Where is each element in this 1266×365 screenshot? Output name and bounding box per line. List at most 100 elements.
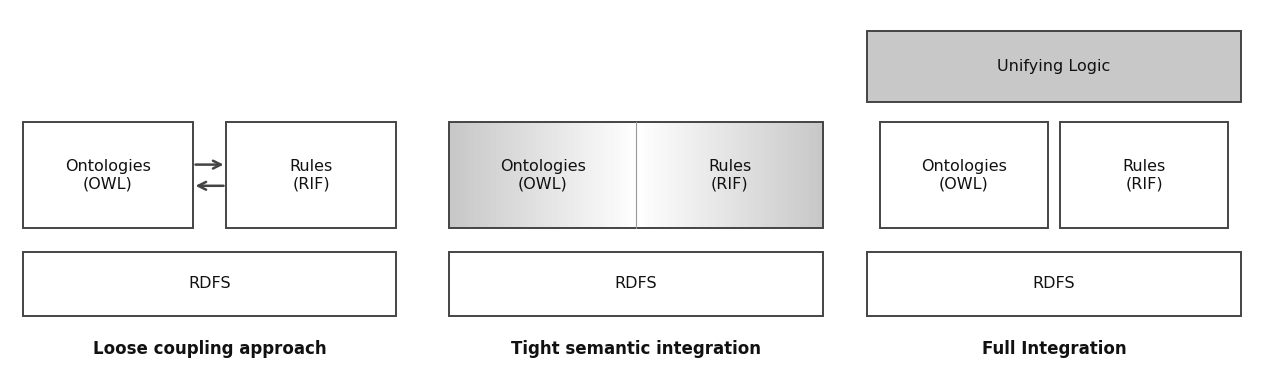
Bar	[618, 122, 620, 228]
Bar	[227, 122, 396, 228]
Bar	[513, 122, 515, 228]
Bar	[461, 122, 465, 228]
Bar	[449, 252, 823, 316]
Text: Full Integration: Full Integration	[981, 340, 1127, 358]
Bar	[710, 122, 714, 228]
Text: Unifying Logic: Unifying Logic	[998, 59, 1110, 74]
Bar	[720, 122, 723, 228]
Bar	[601, 122, 604, 228]
Bar	[723, 122, 725, 228]
Bar	[23, 122, 192, 228]
Bar	[475, 122, 479, 228]
Bar	[627, 122, 629, 228]
Bar	[690, 122, 693, 228]
Bar	[549, 122, 553, 228]
Bar	[648, 122, 651, 228]
Bar	[779, 122, 781, 228]
Bar	[587, 122, 590, 228]
Text: Tight semantic integration: Tight semantic integration	[511, 340, 761, 358]
Bar	[522, 122, 525, 228]
Text: Ontologies
(OWL): Ontologies (OWL)	[65, 159, 151, 191]
Text: Loose coupling approach: Loose coupling approach	[92, 340, 327, 358]
Bar	[489, 122, 492, 228]
Bar	[510, 122, 513, 228]
Bar	[704, 122, 706, 228]
Bar	[457, 122, 460, 228]
Bar	[449, 122, 452, 228]
Bar	[801, 122, 805, 228]
Bar	[812, 122, 814, 228]
Bar	[790, 122, 794, 228]
Bar	[536, 122, 539, 228]
Bar	[458, 122, 462, 228]
Bar	[662, 122, 665, 228]
Bar	[784, 122, 786, 228]
Bar	[715, 122, 719, 228]
Bar	[533, 122, 537, 228]
Bar	[641, 122, 644, 228]
Bar	[477, 122, 480, 228]
Bar	[674, 122, 676, 228]
Bar	[743, 122, 747, 228]
Bar	[452, 122, 454, 228]
Bar	[682, 122, 686, 228]
Bar	[765, 122, 767, 228]
Bar	[560, 122, 562, 228]
Bar	[482, 122, 485, 228]
Bar	[739, 122, 742, 228]
Bar	[746, 122, 748, 228]
Bar	[508, 122, 510, 228]
Bar	[638, 122, 642, 228]
Bar	[608, 122, 611, 228]
Bar	[751, 122, 753, 228]
Bar	[546, 122, 548, 228]
Bar	[753, 122, 756, 228]
Bar	[576, 122, 579, 228]
Bar	[468, 122, 471, 228]
Bar	[590, 122, 592, 228]
Bar	[770, 122, 772, 228]
Bar	[557, 122, 560, 228]
Bar	[636, 122, 639, 228]
Bar	[867, 31, 1241, 102]
Bar	[494, 122, 496, 228]
Bar	[776, 122, 779, 228]
Bar	[820, 122, 823, 228]
Bar	[466, 122, 468, 228]
Bar	[634, 122, 637, 228]
Text: Ontologies
(OWL): Ontologies (OWL)	[920, 159, 1006, 191]
Bar	[582, 122, 585, 228]
Bar	[806, 122, 809, 228]
Text: RDFS: RDFS	[1033, 276, 1075, 291]
Bar	[622, 122, 625, 228]
Bar	[795, 122, 798, 228]
Bar	[568, 122, 571, 228]
Bar	[880, 122, 1048, 228]
Bar	[655, 122, 658, 228]
Bar	[748, 122, 751, 228]
Bar	[23, 252, 396, 316]
Bar	[676, 122, 679, 228]
Bar	[660, 122, 662, 228]
Bar	[867, 252, 1241, 316]
Bar	[727, 122, 730, 228]
Bar	[668, 122, 672, 228]
Bar	[515, 122, 518, 228]
Bar	[496, 122, 499, 228]
Bar	[596, 122, 599, 228]
Text: RDFS: RDFS	[615, 276, 657, 291]
Bar	[809, 122, 812, 228]
Bar	[657, 122, 660, 228]
Bar	[798, 122, 800, 228]
Bar	[693, 122, 695, 228]
Bar	[741, 122, 744, 228]
Bar	[757, 122, 761, 228]
Bar	[486, 122, 490, 228]
Bar	[585, 122, 587, 228]
Bar	[818, 122, 822, 228]
Bar	[815, 122, 819, 228]
Bar	[491, 122, 495, 228]
Bar	[785, 122, 789, 228]
Bar	[760, 122, 763, 228]
Bar	[620, 122, 623, 228]
